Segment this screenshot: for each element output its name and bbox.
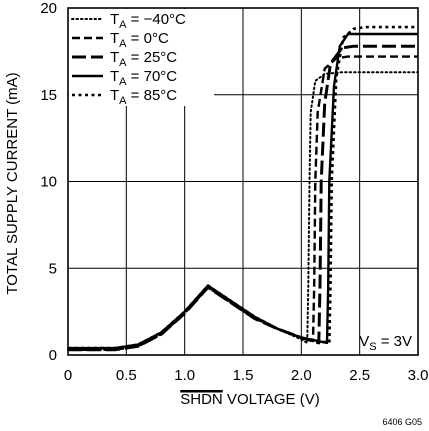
legend-label: TA = −40°C: [110, 11, 186, 31]
series-lines: [67, 25, 419, 352]
x-tick-label: 3.0: [408, 367, 429, 384]
y-tick-label: 20: [40, 0, 57, 17]
legend-label: TA = 70°C: [110, 68, 177, 88]
figure-id: 6406 G05: [382, 417, 422, 427]
plot-frame: [67, 7, 419, 356]
y-axis-title: TOTAL SUPPLY CURRENT (mA): [4, 72, 21, 294]
x-tick-label: 1.5: [233, 367, 254, 384]
legend: TA = −40°CTA = 0°CTA = 25°CTA = 70°CTA =…: [71, 11, 186, 107]
x-tick-label: 0: [64, 367, 72, 384]
y-tick-label: 5: [49, 260, 57, 277]
x-tick-label: 1.0: [174, 367, 195, 384]
y-tick-label: 10: [40, 174, 57, 191]
x-axis-title: SHDN VOLTAGE (V): [180, 391, 319, 408]
legend-label: TA = 0°C: [110, 30, 169, 50]
x-tick-label: 0.5: [116, 367, 137, 384]
x-tick-label: 2.5: [349, 367, 370, 384]
series-line-5: [68, 25, 418, 350]
legend-label: TA = 85°C: [110, 87, 177, 107]
supply-voltage-annotation: VS = 3V: [359, 333, 412, 353]
x-tick-label: 2.0: [291, 367, 312, 384]
y-tick-label: 15: [40, 87, 57, 104]
tick-labels: 0 0.5 1.0 1.5 2.0 2.5 3.0 0 5 10 15 20: [40, 0, 428, 384]
legend-label: TA = 25°C: [110, 49, 177, 69]
y-tick-label: 0: [49, 347, 57, 364]
